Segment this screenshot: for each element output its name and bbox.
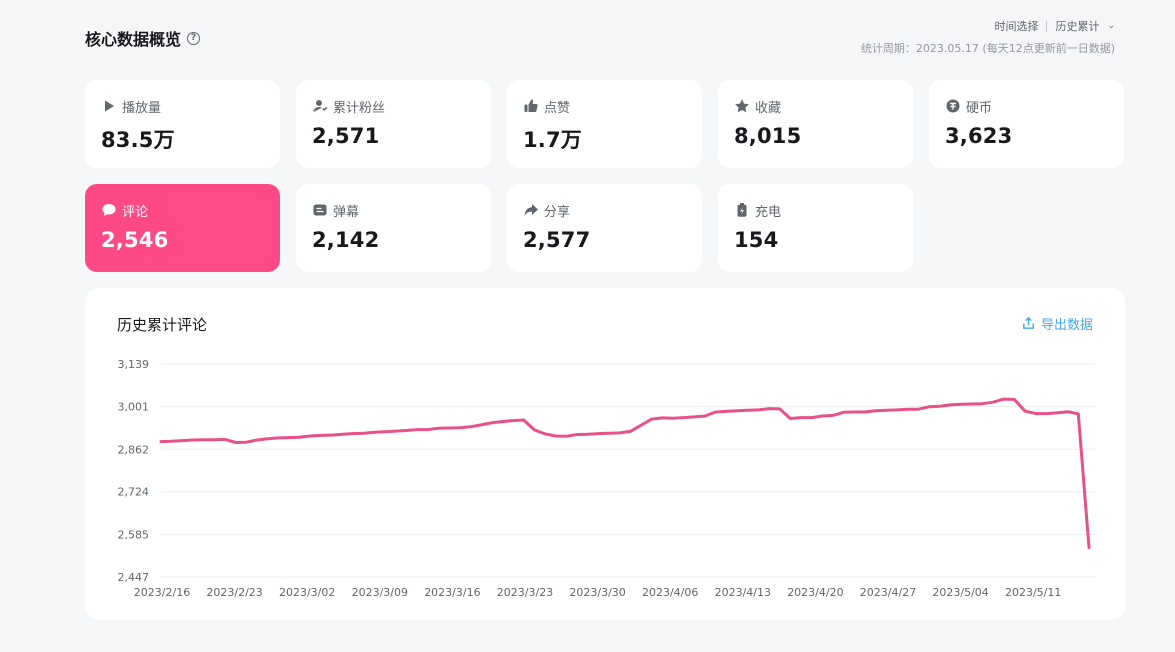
metric-label-row: 累计粉丝 xyxy=(312,96,475,116)
metric-card-charge[interactable]: 充电 154 xyxy=(718,184,913,272)
metric-card-like[interactable]: 点赞 1.7万 xyxy=(507,80,702,168)
x-tick-label: 2023/3/23 xyxy=(497,586,553,599)
y-tick-label: 3,001 xyxy=(118,400,150,413)
metric-label: 累计粉丝 xyxy=(333,100,386,116)
chart-title: 历史累计评论 xyxy=(117,316,208,334)
time-select-value[interactable]: 历史累计 xyxy=(1055,20,1100,33)
metric-card-fav[interactable]: 收藏 8,015 xyxy=(718,80,913,168)
x-tick-label: 2023/2/23 xyxy=(206,586,262,599)
metric-label-row: 硬币 xyxy=(945,96,1108,116)
metric-label-row: 分享 xyxy=(523,200,686,220)
x-tick-label: 2023/4/06 xyxy=(642,586,698,599)
chart-card: 3,139 3,001 2,862 2,724 2,585 2,447 2023/2/16 2… xyxy=(85,288,1125,620)
x-tick-label: 2023/4/27 xyxy=(860,586,916,599)
danmaku-icon xyxy=(312,202,328,218)
play-icon xyxy=(101,98,117,114)
metric-value: 3,623 xyxy=(945,124,1013,148)
metric-card-fans[interactable]: 累计粉丝 2,571 xyxy=(296,80,491,168)
metric-label: 硬币 xyxy=(966,100,993,116)
page-title-text: 核心数据概览 xyxy=(85,30,182,49)
period-text: 统计周期：2023.05.17 (每天12点更新前一日数据) xyxy=(860,42,1115,55)
x-tick-label: 2023/3/16 xyxy=(424,586,480,599)
metric-value: 1.7万 xyxy=(523,128,583,152)
export-icon xyxy=(1023,316,1034,329)
divider xyxy=(1046,20,1048,32)
metric-card-share[interactable]: 分享 2,577 xyxy=(507,184,702,272)
y-tick-label: 3,139 xyxy=(118,358,150,371)
metric-label-row: 播放量 xyxy=(101,96,264,116)
help-icon[interactable]: ? xyxy=(187,31,201,45)
metric-value: 2,577 xyxy=(523,228,591,252)
metric-value: 83.5万 xyxy=(101,128,175,152)
metric-label-row: 收藏 xyxy=(734,96,897,116)
comment-icon xyxy=(101,202,117,218)
metric-label-row: 评论 xyxy=(101,200,264,220)
x-tick-label: 2023/2/16 xyxy=(134,586,190,599)
metric-label: 评论 xyxy=(122,204,149,220)
header: 核心数据概览 ? 时间选择 历史累计 ⌄ 统计周期：2023.05.17 (每天… xyxy=(85,20,1119,64)
metric-label: 充电 xyxy=(755,204,782,220)
x-tick-label: 2023/3/02 xyxy=(279,586,335,599)
x-tick-label: 2023/3/09 xyxy=(352,586,408,599)
metric-label-row: 点赞 xyxy=(523,96,686,116)
metric-card-coin[interactable]: 硬币 3,623 xyxy=(929,80,1124,168)
star-icon xyxy=(734,98,750,114)
metric-label-row: 弹幕 xyxy=(312,200,475,220)
share-icon xyxy=(523,202,539,218)
metric-value: 154 xyxy=(734,228,779,252)
metric-label: 收藏 xyxy=(755,100,782,116)
metric-label: 弹幕 xyxy=(333,204,360,220)
metric-value: 2,571 xyxy=(312,124,380,148)
x-tick-label: 2023/3/30 xyxy=(569,586,625,599)
time-select-label: 时间选择 xyxy=(994,20,1039,33)
x-tick-label: 2023/5/04 xyxy=(932,586,988,599)
x-tick-label: 2023/4/20 xyxy=(787,586,843,599)
chevron-down-icon[interactable]: ⌄ xyxy=(1107,21,1115,31)
metric-card-comment[interactable]: 评论 2,546 xyxy=(85,184,280,272)
thumbs-up-icon xyxy=(523,98,539,114)
metric-label: 播放量 xyxy=(122,100,162,116)
metric-value: 2,546 xyxy=(101,228,169,252)
comment-history-chart: 3,139 3,001 2,862 2,724 2,585 2,447 2023/2/16 2… xyxy=(118,358,1095,599)
metric-card-play[interactable]: 播放量 83.5万 xyxy=(85,80,280,168)
battery-icon xyxy=(734,202,750,218)
x-tick-label: 2023/5/11 xyxy=(1005,586,1061,599)
page-title: 核心数据概览 ? xyxy=(85,26,201,50)
metric-value: 2,142 xyxy=(312,228,380,252)
export-data-button[interactable]: 导出数据 xyxy=(1021,314,1093,333)
metric-label: 点赞 xyxy=(544,100,571,116)
time-select[interactable]: 时间选择 历史累计 ⌄ xyxy=(994,18,1115,34)
metric-card-danmaku[interactable]: 弹幕 2,142 xyxy=(296,184,491,272)
y-tick-label: 2,585 xyxy=(118,529,150,542)
y-tick-label: 2,447 xyxy=(118,571,150,584)
metric-label: 分享 xyxy=(544,204,571,220)
y-tick-label: 2,724 xyxy=(118,486,150,499)
coin-icon xyxy=(945,98,961,114)
fans-icon xyxy=(312,98,328,114)
y-tick-label: 2,862 xyxy=(118,443,150,456)
series-line xyxy=(159,397,1091,549)
export-label: 导出数据 xyxy=(1040,318,1093,333)
metric-label-row: 充电 xyxy=(734,200,897,220)
x-tick-label: 2023/4/13 xyxy=(715,586,771,599)
metric-value: 8,015 xyxy=(734,124,802,148)
